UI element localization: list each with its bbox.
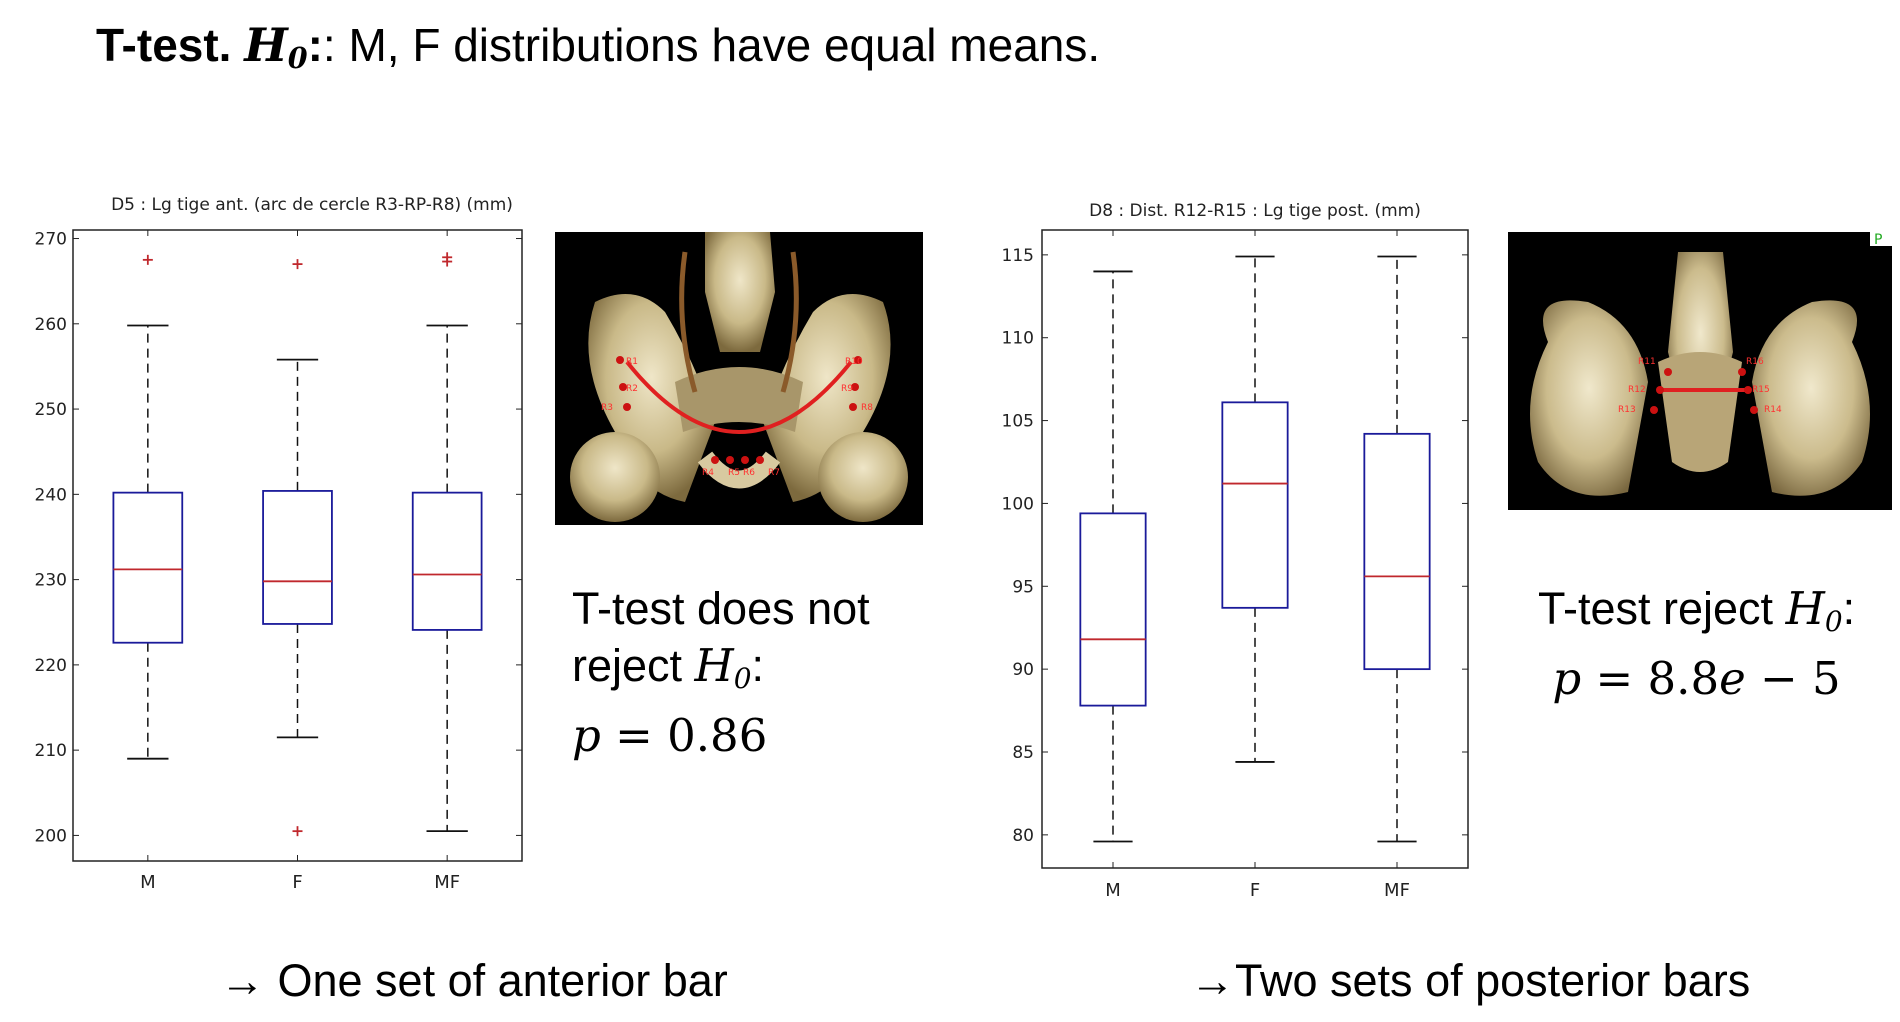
x-tick-label: F [1250, 880, 1260, 901]
box-m [112, 254, 184, 760]
x-tick-label: F [292, 872, 302, 893]
landmark-label: R2 [626, 384, 638, 394]
landmark-label: R10 [845, 357, 863, 367]
ct-image-posterior: R11 R12 R13 R14 R15 R16 P [1508, 232, 1892, 510]
result-left: T-test does not reject H0: p = 0.86 [572, 580, 870, 764]
y-tick-label: 270 [35, 230, 67, 250]
landmark-label: R6 [743, 468, 755, 478]
chart-title: D8 : Dist. R12-R15 : Lg tige post. (mm) [1089, 201, 1421, 221]
box-iqr [112, 491, 184, 644]
outlier-marker [292, 826, 303, 837]
box-iqr [1363, 432, 1431, 671]
y-tick-label: 260 [35, 315, 67, 335]
box-mf [411, 252, 483, 833]
y-tick-label: 250 [35, 400, 67, 420]
y-tick-label: 210 [35, 741, 67, 761]
y-tick-label: 220 [35, 656, 67, 676]
box-m [1079, 270, 1147, 843]
x-tick-label: MF [434, 872, 460, 893]
x-tick-label: M [140, 872, 156, 893]
landmark-label: R3 [601, 403, 613, 413]
h0-symbol: H0 [694, 639, 752, 695]
h0-symbol: H0 [244, 18, 308, 76]
y-tick-label: 85 [1012, 743, 1034, 763]
landmark-label: R15 [1752, 385, 1770, 395]
y-tick-label: 90 [1012, 660, 1034, 680]
boxplot-posterior: D8 : Dist. R12-R15 : Lg tige post. (mm) 8… [1002, 201, 1469, 901]
box-iqr [1221, 401, 1289, 609]
conclusion-left: → One set of anterior bar [220, 955, 728, 1006]
x-tick-label: M [1105, 880, 1121, 901]
y-tick-label: 110 [1002, 329, 1034, 349]
outlier-marker [292, 259, 303, 270]
conclusion-right: →Two sets of posterior bars [1190, 955, 1751, 1006]
result-left-line2: reject H0: [572, 639, 765, 695]
pelvis-posterior-illustration: R11 R12 R13 R14 R15 R16 P [1508, 232, 1892, 510]
landmark-label: R8 [861, 403, 873, 413]
ct-image-anterior: R1 R2 R3 R4 R5 R6 R7 R8 R9 R10 [555, 232, 923, 525]
result-right: T-test reject H0: p = 8.8e − 5 [1538, 580, 1855, 707]
h0-symbol: H0 [1785, 582, 1843, 638]
slide-title: T-test. H0:: M, F distributions have equ… [96, 18, 1100, 75]
result-right-pvalue: p = 8.8e − 5 [1552, 651, 1841, 705]
pelvis-anterior-illustration: R1 R2 R3 R4 R5 R6 R7 R8 R9 R10 [555, 232, 923, 525]
outlier-marker [442, 252, 453, 263]
corner-letter: P [1874, 232, 1882, 248]
title-rest: : M, F distributions have equal means. [322, 19, 1101, 71]
result-left-line1: T-test does not [572, 583, 870, 634]
box-iqr [1079, 512, 1147, 707]
landmark-label: R7 [768, 468, 780, 478]
landmark-label: R9 [841, 384, 853, 394]
landmark-label: R11 [1638, 357, 1656, 367]
landmark-label: R13 [1618, 405, 1636, 415]
y-tick-label: 105 [1002, 412, 1034, 432]
y-tick-label: 80 [1012, 826, 1034, 846]
box-iqr [262, 490, 333, 625]
landmark-label: R14 [1764, 405, 1782, 415]
landmark-label: R1 [626, 357, 638, 367]
y-tick-label: 200 [35, 826, 67, 846]
result-left-pvalue: p = 0.86 [572, 708, 768, 762]
box-iqr [411, 491, 483, 631]
x-tick-label: MF [1384, 880, 1410, 901]
title-bold: T-test. [96, 19, 232, 71]
title-colon: : [307, 19, 323, 71]
result-right-line1: T-test reject H0: [1538, 582, 1856, 638]
y-tick-label: 240 [35, 485, 67, 505]
landmark-label: R12 [1628, 385, 1646, 395]
box-mf [1363, 255, 1431, 843]
y-tick-label: 95 [1012, 577, 1034, 597]
box-f [262, 259, 333, 837]
boxplot-anterior: D5 : Lg tige ant. (arc de cercle R3-RP-R… [35, 195, 523, 893]
chart-title: D5 : Lg tige ant. (arc de cercle R3-RP-R… [111, 195, 513, 215]
landmark-label: R16 [1746, 357, 1764, 367]
landmark-label: R4 [702, 468, 714, 478]
y-tick-label: 115 [1002, 246, 1034, 266]
outlier-marker [142, 254, 153, 265]
y-tick-label: 230 [35, 571, 67, 591]
box-f [1221, 255, 1289, 763]
landmark-label: R5 [728, 468, 740, 478]
y-tick-label: 100 [1002, 494, 1034, 514]
